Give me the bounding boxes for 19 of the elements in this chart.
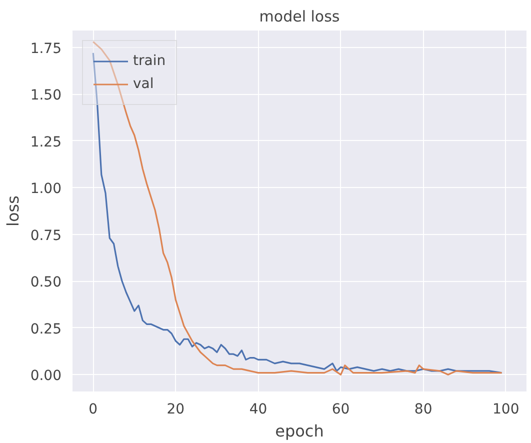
y-tick-label: 1.25 — [30, 134, 62, 150]
x-tick-label: 20 — [166, 402, 185, 418]
x-tick-label: 40 — [249, 402, 268, 418]
x-axis-title: epoch — [275, 422, 324, 440]
y-tick-label: 1.00 — [30, 181, 62, 198]
legend-label: val — [133, 76, 154, 92]
legend-label: train — [133, 53, 166, 69]
x-tick-label: 80 — [414, 402, 432, 418]
x-tick-label: 60 — [332, 402, 350, 418]
y-tick-label: 0.25 — [30, 321, 62, 338]
y-tick-label: 1.50 — [30, 88, 62, 104]
y-tick-label: 1.75 — [30, 40, 62, 57]
y-tick-label: 0.50 — [30, 274, 62, 291]
x-tick-label: 100 — [492, 402, 520, 418]
y-axis-title: loss — [3, 196, 22, 226]
y-tick-label: 0.75 — [30, 228, 62, 244]
chart-title: model loss — [259, 8, 340, 26]
x-tick-label: 0 — [88, 402, 98, 418]
y-tick-label: 0.00 — [30, 368, 62, 384]
